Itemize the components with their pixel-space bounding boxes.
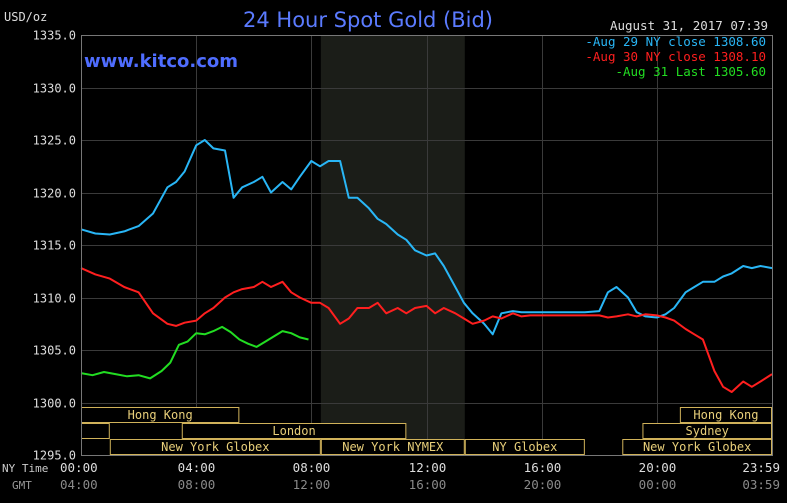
session-box xyxy=(81,423,110,439)
legend-entry: -Aug 30 NY close 1308.10 xyxy=(585,49,766,64)
x-axis-ticks: 00:00 04:00 04:00 08:00 08:00 12:00 12:00 16:00… xyxy=(60,460,780,492)
session-label: Sydney xyxy=(686,424,729,438)
y-axis-ticks: 1335.0 1330.0 1325.0 1320.0 1315.0 1310.0 1305… xyxy=(33,29,76,463)
series-line-aug-31 xyxy=(80,325,309,380)
y-tick-label: 1305.0 xyxy=(33,344,76,358)
session-label: NY Globex xyxy=(492,440,557,454)
session-box xyxy=(642,423,772,439)
session-label: Hong Kong xyxy=(693,408,758,422)
x-tick-gmt: 20:00 xyxy=(524,477,562,492)
series-line-aug-30 xyxy=(80,267,773,393)
session-box xyxy=(464,439,585,455)
x-tick-ny: 12:00 xyxy=(409,460,447,475)
x-tick-ny: 00:00 xyxy=(60,460,98,475)
y-tick-label: 1300.0 xyxy=(33,397,76,411)
x-row-label-ny: NY Time xyxy=(2,462,48,475)
y-axis-unit: USD/oz xyxy=(4,10,47,24)
x-tick-gmt: 16:00 xyxy=(409,477,447,492)
session-box xyxy=(679,407,772,423)
series-line-aug-29 xyxy=(80,139,773,336)
session-label: New York Globex xyxy=(161,440,269,454)
session-box xyxy=(622,439,772,455)
legend-entry: -Aug 31 Last 1305.60 xyxy=(615,64,766,79)
x-tick-gmt: 12:00 xyxy=(293,477,331,492)
timestamp: August 31, 2017 07:39 xyxy=(610,18,768,33)
plot-series xyxy=(80,139,773,393)
y-tick-label: 1320.0 xyxy=(33,187,76,201)
x-tick-ny: 23:59 xyxy=(742,460,780,475)
session-label: Hong Kong xyxy=(128,408,193,422)
x-row-label-gmt: GMT xyxy=(12,479,32,492)
grid-lines xyxy=(81,35,772,456)
y-tick-label: 1310.0 xyxy=(33,292,76,306)
session-label: New York NYMEX xyxy=(342,440,444,454)
x-tick-gmt: 08:00 xyxy=(178,477,216,492)
chart-title: 24 Hour Spot Gold (Bid) xyxy=(243,8,493,32)
x-tick-ny: 16:00 xyxy=(524,460,562,475)
session-box xyxy=(320,439,465,455)
x-tick-gmt: 00:00 xyxy=(639,477,677,492)
plot-frame xyxy=(81,35,773,456)
y-tick-label: 1330.0 xyxy=(33,82,76,96)
x-tick-gmt: 04:00 xyxy=(60,477,98,492)
session-label: London xyxy=(272,424,315,438)
y-tick-label: 1315.0 xyxy=(33,239,76,253)
y-tick-label: 1295.0 xyxy=(33,449,76,463)
legend-entry: -Aug 29 NY close 1308.60 xyxy=(585,34,766,49)
x-tick-ny: 04:00 xyxy=(178,460,216,475)
y-tick-label: 1335.0 xyxy=(33,29,76,43)
session-box xyxy=(109,439,321,455)
x-tick-gmt: 03:59 xyxy=(742,477,780,492)
session-label: New York Globex xyxy=(643,440,751,454)
session-box xyxy=(181,423,407,439)
x-tick-ny: 08:00 xyxy=(293,460,331,475)
x-tick-ny: 20:00 xyxy=(639,460,677,475)
legend: -Aug 29 NY close 1308.60-Aug 30 NY close… xyxy=(585,34,766,79)
y-tick-label: 1325.0 xyxy=(33,134,76,148)
website-watermark: www.kitco.com xyxy=(84,51,238,72)
